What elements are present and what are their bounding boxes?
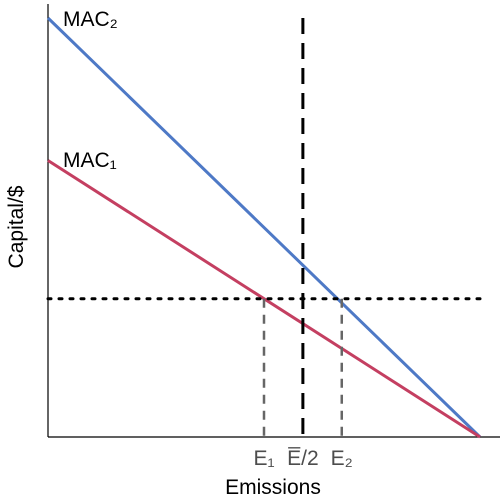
- x-axis-label: Emissions: [225, 476, 321, 499]
- series-line-1: [46, 16, 482, 439]
- x-tick-label-2: E̅/2: [287, 447, 319, 470]
- series-label-1: MAC₂: [63, 8, 118, 31]
- series-label-2: MAC₁: [63, 149, 117, 172]
- x-tick-label-3: E₂: [331, 447, 353, 470]
- y-axis-label: Capital/$: [5, 185, 28, 268]
- x-tick-label-1: E₁: [253, 447, 274, 470]
